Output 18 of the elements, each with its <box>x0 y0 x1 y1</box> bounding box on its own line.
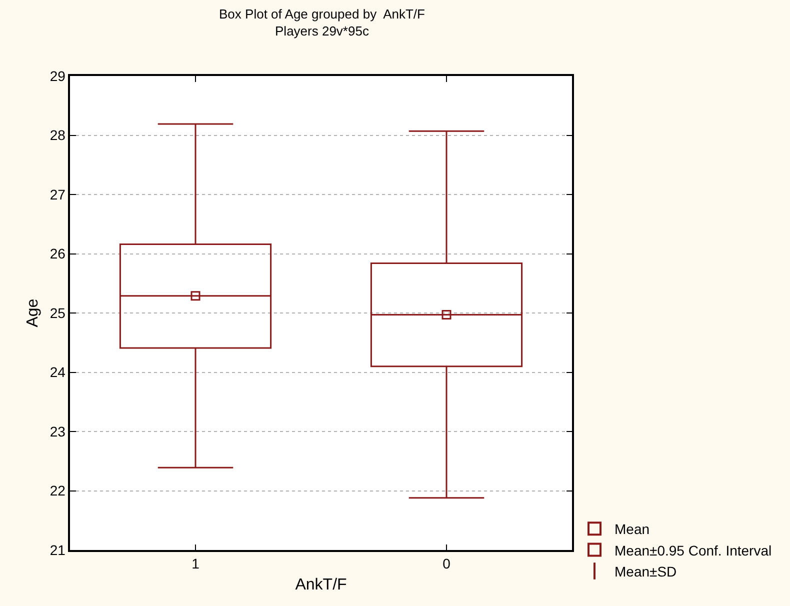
y-tick-label: 24 <box>50 364 66 380</box>
y-tick-label: 26 <box>50 246 66 262</box>
y-tick-label: 25 <box>50 304 66 321</box>
x-axis-title: AnkT/F <box>295 576 348 594</box>
legend-label: Mean <box>614 521 650 538</box>
legend-label: Mean±0.95 Conf. Interval <box>614 542 772 558</box>
chart-subtitle: Players 29v*95c <box>275 24 370 39</box>
y-tick-label: 23 <box>50 423 66 440</box>
y-tick-label: 29 <box>50 68 66 84</box>
y-tick-label: 27 <box>50 186 66 202</box>
x-tick-label: 1 <box>192 556 200 572</box>
x-tick-label: 0 <box>442 556 451 572</box>
y-axis-title: Age <box>24 298 42 328</box>
chart-title: Box Plot of Age grouped by AnkT/F <box>219 6 426 22</box>
y-tick-label: 22 <box>50 482 66 499</box>
y-tick-label: 21 <box>50 542 66 558</box>
text: Mean±SD <box>614 563 677 580</box>
y-tick-label: 28 <box>50 127 66 144</box>
